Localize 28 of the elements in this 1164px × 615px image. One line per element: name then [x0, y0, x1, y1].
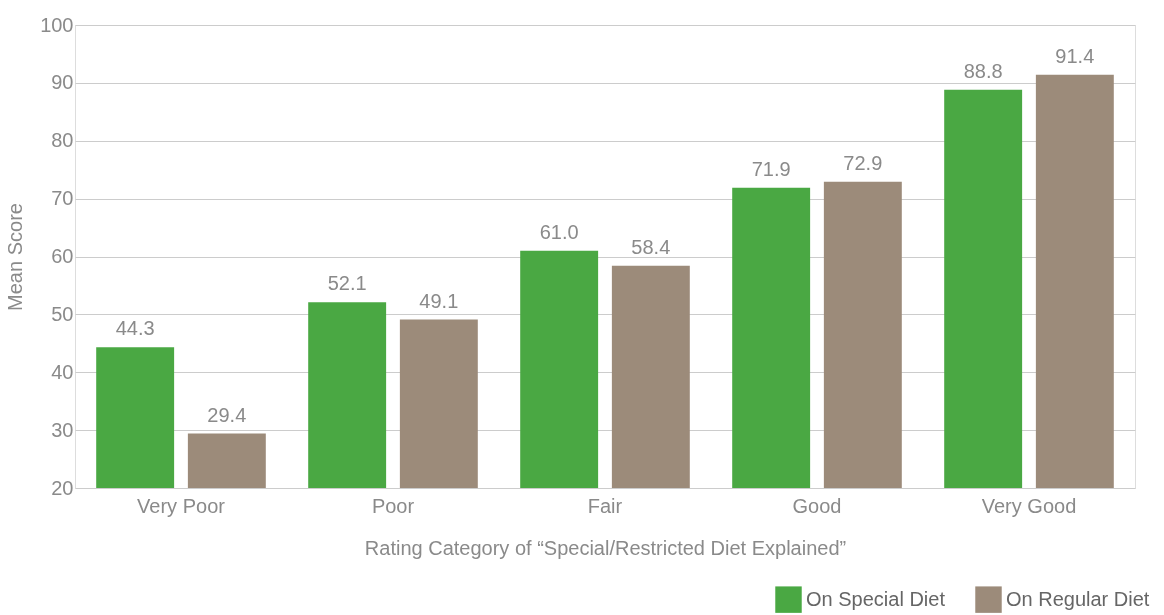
text: 52.1: [327, 272, 367, 295]
legend-label: On Regular Diet: [1006, 587, 1150, 610]
x-tick-label: Very Poor: [137, 494, 226, 517]
x-tick-label: Fair: [587, 494, 623, 517]
text: 88.8: [963, 59, 1003, 82]
x-tick-label: Good: [792, 494, 842, 517]
x-tick-label: Very Good: [981, 494, 1077, 517]
text: 91.4: [1055, 44, 1095, 67]
text: 49.1: [419, 289, 459, 312]
y-tick-label: 30: [51, 418, 74, 441]
x-axis-title: Rating Category of “Special/Restricted Diet Explained”: [364, 536, 847, 559]
y-tick-label: 90: [51, 71, 74, 94]
y-tick-label: 20: [51, 476, 74, 499]
y-tick-label: 70: [51, 187, 74, 210]
x-tick-label: Poor: [371, 494, 415, 517]
y-tick-label: 40: [51, 360, 74, 383]
text: 29.4: [207, 403, 247, 426]
text: 72.9: [843, 151, 883, 174]
y-tick-label: 60: [51, 245, 74, 267]
text: 61.0: [539, 220, 579, 243]
legend-label: On Special Diet: [806, 587, 946, 610]
y-axis-title: Mean Score: [4, 203, 27, 311]
text: 71.9: [751, 157, 791, 180]
y-tick-label: 50: [51, 302, 74, 325]
y-tick-label: 100: [40, 13, 74, 36]
y-tick-label: 80: [51, 129, 74, 152]
text: 44.3: [115, 317, 155, 340]
text: 58.4: [631, 235, 671, 258]
